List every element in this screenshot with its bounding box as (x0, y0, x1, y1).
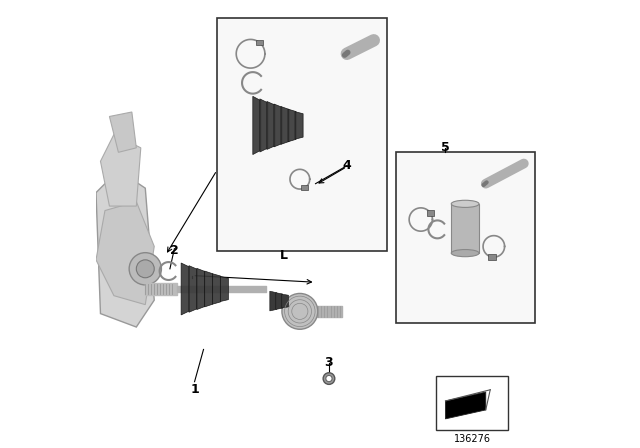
Text: L: L (280, 249, 288, 262)
Polygon shape (100, 134, 141, 206)
Text: 2: 2 (170, 244, 179, 258)
Polygon shape (288, 109, 296, 142)
Polygon shape (267, 101, 275, 150)
Polygon shape (181, 263, 189, 315)
Ellipse shape (451, 200, 479, 207)
Bar (396, 152, 535, 323)
Polygon shape (189, 266, 197, 312)
Text: 4: 4 (342, 159, 351, 172)
Text: 5: 5 (441, 141, 450, 155)
Circle shape (326, 375, 332, 382)
Polygon shape (109, 112, 136, 152)
Polygon shape (197, 268, 205, 310)
Polygon shape (205, 271, 212, 307)
Circle shape (136, 260, 154, 278)
Polygon shape (295, 112, 303, 139)
Circle shape (282, 293, 318, 329)
Polygon shape (445, 392, 486, 419)
Polygon shape (488, 254, 495, 260)
Polygon shape (427, 210, 434, 215)
Text: 3: 3 (324, 356, 333, 370)
Polygon shape (282, 294, 289, 308)
Bar (436, 376, 508, 430)
Bar (217, 18, 387, 251)
Polygon shape (212, 274, 221, 304)
Polygon shape (301, 185, 308, 190)
Ellipse shape (451, 250, 479, 257)
Circle shape (323, 373, 335, 384)
Polygon shape (451, 204, 479, 253)
Text: 136276: 136276 (454, 434, 491, 444)
Polygon shape (253, 96, 261, 155)
Circle shape (129, 253, 161, 285)
Polygon shape (256, 40, 263, 45)
Polygon shape (96, 202, 154, 305)
Text: 1: 1 (190, 383, 199, 396)
Polygon shape (96, 170, 154, 327)
Polygon shape (220, 276, 228, 302)
Polygon shape (281, 107, 289, 144)
Polygon shape (274, 104, 282, 147)
Polygon shape (260, 99, 268, 152)
Polygon shape (276, 293, 282, 310)
Polygon shape (270, 291, 276, 311)
